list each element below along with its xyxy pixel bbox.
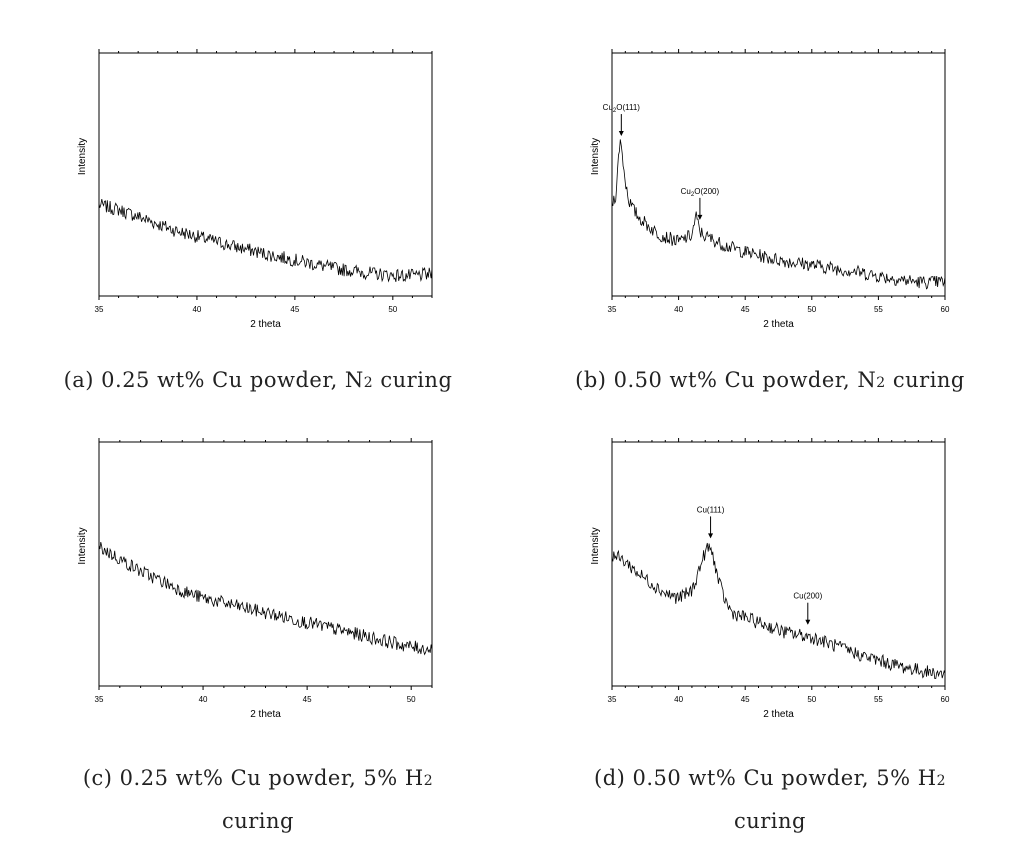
peak-arrow-head: [697, 214, 703, 220]
y-axis-label: Intensity: [77, 138, 88, 175]
x-tick-label: 35: [608, 305, 617, 314]
x-tick-label: 35: [95, 695, 104, 704]
x-tick-label: 55: [874, 695, 883, 704]
x-tick-label: 50: [807, 305, 816, 314]
caption-b: (b) 0.50 wt% Cu powder, N2 curing: [530, 368, 1010, 392]
xrd-trace: [611, 542, 946, 680]
caption-c-subscript: 2: [423, 773, 434, 789]
plot-frame: [611, 441, 946, 687]
caption-c: (c) 0.25 wt% Cu powder, 5% H2 curing: [18, 758, 498, 841]
caption-d-text: (d) 0.50 wt% Cu powder, 5% H: [594, 766, 937, 790]
x-tick-label: 40: [199, 695, 208, 704]
x-tick-label: 45: [290, 305, 299, 314]
chart-panel-c: 35 40 45 50 2 theta Intensity: [77, 438, 433, 720]
x-tick-label: 60: [941, 695, 950, 704]
chart-panel-d: 35 40 45 50 55 60 2 theta Intensity Cu(111) Cu(20…: [590, 438, 950, 720]
caption-b-subscript: 2: [876, 375, 886, 391]
peak-label: Cu2O(111): [603, 103, 641, 114]
peak-label: Cu(200): [793, 592, 822, 601]
x-tick-label: 50: [388, 305, 397, 314]
peak-label: Cu(111): [697, 505, 725, 514]
y-axis-label: Intensity: [590, 527, 601, 564]
peak-arrow-head: [618, 131, 624, 137]
x-tick-label: 40: [674, 695, 683, 704]
xrd-trace: [98, 542, 433, 656]
x-axis-label: 2 theta: [763, 709, 794, 720]
caption-b-suffix: curing: [885, 368, 965, 392]
caption-c-line2: curing: [221, 809, 294, 833]
y-axis-label: Intensity: [590, 138, 601, 175]
x-tick-label: 40: [192, 305, 201, 314]
x-tick-label: 45: [303, 695, 312, 704]
x-tick-label: 35: [608, 695, 617, 704]
x-tick-label: 50: [807, 695, 816, 704]
caption-a-subscript: 2: [363, 375, 374, 391]
x-tick-label: 55: [874, 305, 883, 314]
x-tick-label: 45: [741, 305, 750, 314]
caption-a-text: (a) 0.25 wt% Cu powder, N: [63, 368, 364, 392]
x-tick-label: 45: [741, 695, 750, 704]
x-axis-label: 2 theta: [250, 709, 281, 720]
caption-b-text: (b) 0.50 wt% Cu powder, N: [575, 368, 877, 392]
x-tick-label: 60: [941, 305, 950, 314]
x-tick-label: 40: [674, 305, 683, 314]
xrd-trace: [98, 199, 433, 283]
chart-panel-a: 35 40 45 50 2 theta Intensity: [77, 49, 433, 330]
x-axis-label: 2 theta: [763, 319, 794, 330]
y-axis-label: Intensity: [77, 527, 88, 564]
plot-frame: [611, 52, 946, 297]
x-tick-label: 35: [95, 305, 104, 314]
x-axis-label: 2 theta: [250, 319, 281, 330]
caption-a: (a) 0.25 wt% Cu powder, N2 curing: [18, 368, 498, 392]
peak-arrow-head: [805, 619, 811, 625]
plot-frame: [98, 52, 433, 297]
plot-frame: [98, 441, 433, 687]
xrd-trace: [611, 139, 946, 290]
x-tick-label: 50: [407, 695, 416, 704]
caption-a-suffix: curing: [373, 368, 453, 392]
caption-d-line2: curing: [733, 809, 806, 833]
peak-arrow-head: [708, 533, 714, 539]
caption-c-text: (c) 0.25 wt% Cu powder, 5% H: [82, 766, 424, 790]
chart-panel-b: 35 40 45 50 55 60 2 theta Intensity Cu2O(111) Cu2…: [590, 49, 950, 330]
peak-label: Cu2O(200): [681, 187, 720, 198]
caption-d: (d) 0.50 wt% Cu powder, 5% H2 curing: [530, 758, 1010, 841]
caption-d-subscript: 2: [936, 773, 946, 789]
